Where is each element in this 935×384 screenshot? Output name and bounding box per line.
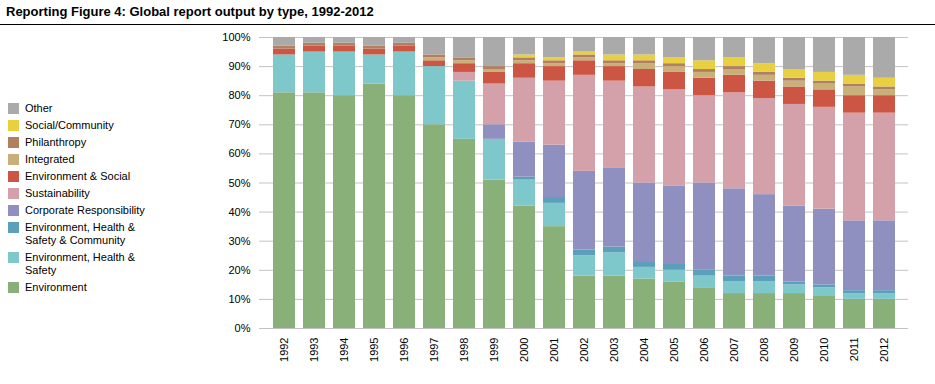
svg-text:0%: 0% xyxy=(235,322,251,334)
html-text:Philanthropy: Philanthropy xyxy=(25,135,87,148)
svg-text:2000: 2000 xyxy=(518,338,530,362)
svg-text:2005: 2005 xyxy=(668,338,680,362)
svg-text:20%: 20% xyxy=(228,264,250,276)
html-text:Other: Other xyxy=(25,101,53,114)
html-text:Environment & Social: Environment & Social xyxy=(25,169,131,182)
html-text:Corporate Responsibility: Corporate Responsibility xyxy=(25,203,145,216)
svg-text:1999: 1999 xyxy=(488,338,500,362)
svg-text:2001: 2001 xyxy=(548,338,560,362)
svg-text:70%: 70% xyxy=(228,118,250,130)
svg-text:80%: 80% xyxy=(228,89,250,101)
svg-text:1996: 1996 xyxy=(398,338,410,362)
html-text:Sustainability: Sustainability xyxy=(25,186,90,199)
html-text:Integrated: Integrated xyxy=(25,152,75,165)
svg-text:10%: 10% xyxy=(228,293,250,305)
svg-text:1997: 1997 xyxy=(428,338,440,362)
svg-text:50%: 50% xyxy=(228,177,250,189)
html-text:Environment: Environment xyxy=(25,280,87,293)
svg-text:2006: 2006 xyxy=(698,338,710,362)
svg-text:2009: 2009 xyxy=(788,338,800,362)
svg-text:2008: 2008 xyxy=(758,338,770,362)
svg-text:2007: 2007 xyxy=(728,338,740,362)
svg-text:1995: 1995 xyxy=(368,338,380,362)
svg-text:1993: 1993 xyxy=(308,338,320,362)
svg-text:40%: 40% xyxy=(228,206,250,218)
svg-text:2012: 2012 xyxy=(878,338,890,362)
svg-text:100%: 100% xyxy=(222,31,250,43)
svg-text:2004: 2004 xyxy=(638,338,650,362)
svg-text:90%: 90% xyxy=(228,60,250,72)
svg-text:2003: 2003 xyxy=(608,338,620,362)
svg-text:2002: 2002 xyxy=(578,338,590,362)
svg-text:1994: 1994 xyxy=(338,338,350,362)
svg-text:2010: 2010 xyxy=(818,338,830,362)
html-text:Environment, Health & Safety &: Environment, Health & Safety & Community xyxy=(25,220,136,246)
svg-text:30%: 30% xyxy=(228,235,250,247)
svg-text:1992: 1992 xyxy=(278,338,290,362)
svg-text:60%: 60% xyxy=(228,147,250,159)
html-text:Environment, Health & Safety: Environment, Health & Safety xyxy=(25,250,136,276)
html-text:Social/Community: Social/Community xyxy=(25,118,114,131)
svg-text:1998: 1998 xyxy=(458,338,470,362)
svg-text:2011: 2011 xyxy=(848,338,860,362)
html-text:Reporting Figure 4: Global rep: Reporting Figure 4: Global report output… xyxy=(6,4,374,19)
